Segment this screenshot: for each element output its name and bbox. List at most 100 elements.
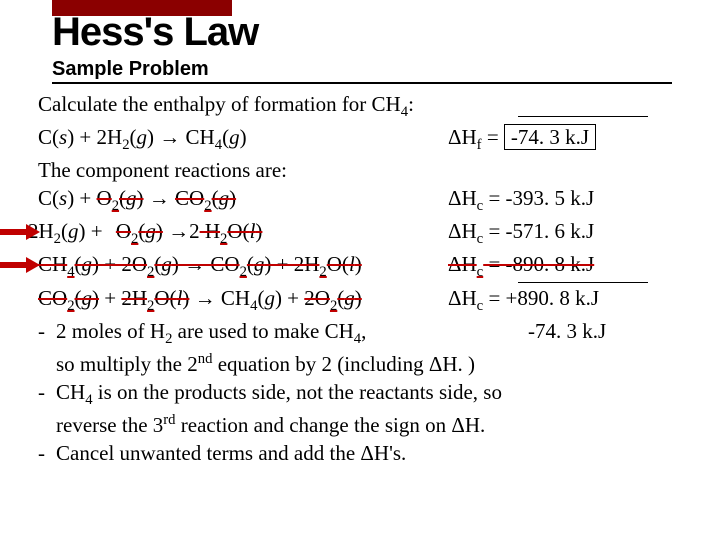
t: CO [38,286,67,310]
t: ) [229,186,236,210]
t: 2 [319,265,326,281]
bullet-text: 2 moles of H2 are used to make CH4, -74.… [56,317,688,378]
t: ΔH [448,125,477,149]
t: g [254,252,265,276]
t: g [161,252,172,276]
eq2-dh: ΔHc = -571. 6 k.J [448,217,594,250]
target-dh: ΔHf = -74. 3 k.J [448,123,596,156]
t: 4 [67,265,74,281]
t: are used to make CH [172,319,353,343]
t: ) + 2H [264,252,319,276]
t: = -890. 8 k.J [483,252,594,276]
t: ( [75,286,82,310]
t: g [82,252,93,276]
bullet-dash: - [38,317,56,378]
equation-2: 2H2(g) + O2(g) →2 H2O(l) ΔHc = -571. 6 k… [18,217,688,250]
t: H [39,219,54,243]
t: equation by 2 (including ΔH. ) [212,352,475,376]
t: 2 [54,232,61,248]
bullet-text: CH4 is on the products side, not the rea… [56,378,688,439]
t: ΔH [448,286,477,310]
t: 2 [240,265,247,281]
bullet-3: - Cancel unwanted terms and add the ΔH's… [38,439,688,467]
t: O [97,186,112,210]
t: ) → CH [147,125,215,149]
t: ) [355,286,362,310]
answer-box: -74. 3 k.J [504,124,596,150]
equation-1: C(s) + O2(g) → CO2(g) ΔHc = -393. 5 k.J [38,184,688,217]
t: ΔH [448,252,477,276]
t: ) + 2O [92,252,147,276]
t: → [144,186,176,210]
target-equation: C(s) + 2H2(g) → CH4(g) ΔHf = -74. 3 k.J [38,123,688,156]
t: 2 moles of H [56,319,165,343]
t: = -393. 5 k.J [483,186,594,210]
t: ( [130,125,137,149]
title-underline [52,82,672,84]
t: ) [355,252,362,276]
t: ( [247,252,254,276]
t: ( [119,186,126,210]
t: g [82,286,93,310]
t: ) [240,125,247,149]
t: ( [222,125,229,149]
t: 2 [189,219,200,243]
t: ΔH [448,219,477,243]
t: g [126,186,137,210]
t: = [482,125,504,149]
t: ( [212,186,219,210]
t: ) [156,219,163,243]
t: = +890. 8 k.J [483,286,599,310]
eq4-dh: ΔHc = +890. 8 k.J [448,284,599,317]
t: rd [163,412,175,428]
bullet-dash: - [38,378,56,439]
t: reaction and change the sign on ΔH. [176,413,486,437]
t: CH [38,252,67,276]
arrow-icon [0,225,40,239]
t: H [200,219,220,243]
t: = -571. 6 k.J [483,219,594,243]
t: + [99,286,121,310]
intro-end: : [408,92,414,116]
bullet-dash: - [38,439,56,467]
t: 2 [112,199,119,215]
intro-text: Calculate the enthalpy of formation for … [38,92,401,116]
t: O [116,219,131,243]
bullet-2: - CH4 is on the products side, not the r… [38,378,688,439]
t: ) + [67,186,96,210]
slide-subtitle: Sample Problem [52,58,209,81]
t: 2 [122,137,129,153]
t: → CH [189,286,250,310]
content-block: Calculate the enthalpy of formation for … [38,90,688,468]
t: reverse the 3 [56,413,163,437]
t: so multiply the 2 [56,352,198,376]
arrow-icon [0,258,40,272]
intro-line: Calculate the enthalpy of formation for … [38,90,688,123]
t: ( [75,252,82,276]
t: O( [154,286,176,310]
components-label: The component reactions are: [38,156,688,184]
equation-4: CO2(g) + 2H2O(l) → CH4(g) + 2O2(g) ΔHc =… [38,284,688,317]
t: CH [56,380,85,404]
t: s [59,125,67,149]
t: 4 [85,392,92,408]
t: 2 [67,298,74,314]
t: ΔH [448,186,477,210]
t: C( [38,125,59,149]
t: g [264,286,275,310]
t: O( [327,252,349,276]
t: g [229,125,240,149]
eq1-dh: ΔHc = -393. 5 k.J [448,184,594,217]
t: ) + 2H [67,125,122,149]
t: nd [198,351,213,367]
t: O( [227,219,249,243]
t: 2O [304,286,330,310]
t: g [344,286,355,310]
bullet-1: - 2 moles of H2 are used to make CH4, -7… [38,317,688,378]
t: g [219,186,230,210]
eq3-dh: ΔHc = -890. 8 k.J [448,250,594,283]
t: g [145,219,156,243]
t: 4 [215,137,222,153]
t: is on the products side, not the reactan… [93,380,502,404]
t: ) + [79,219,108,243]
